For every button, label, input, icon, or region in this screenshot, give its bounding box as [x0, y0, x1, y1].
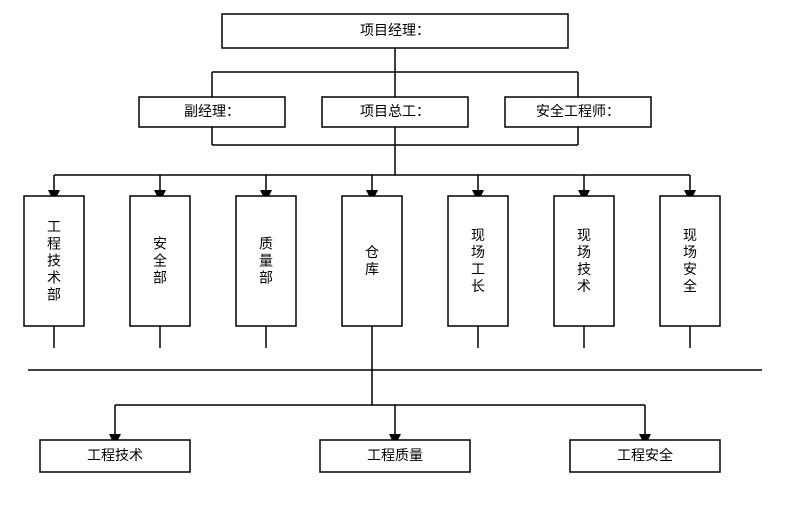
label-d2: 安全部 [153, 237, 167, 287]
node-d7 [660, 196, 720, 326]
label-d3: 质量部 [259, 237, 273, 287]
label-l2b: 项目总工： [360, 104, 430, 120]
label-top: 项目经理： [360, 23, 430, 39]
node-d5 [448, 196, 508, 326]
node-d4 [342, 196, 402, 326]
label-d1: 工程技术部 [47, 221, 61, 304]
label-l2a: 副经理： [184, 104, 240, 120]
label-b2: 工程质量 [367, 448, 423, 464]
label-b1: 工程技术 [87, 448, 143, 464]
node-d6 [554, 196, 614, 326]
label-b3: 工程安全 [617, 447, 673, 464]
label-l2c: 安全工程师： [536, 103, 620, 120]
